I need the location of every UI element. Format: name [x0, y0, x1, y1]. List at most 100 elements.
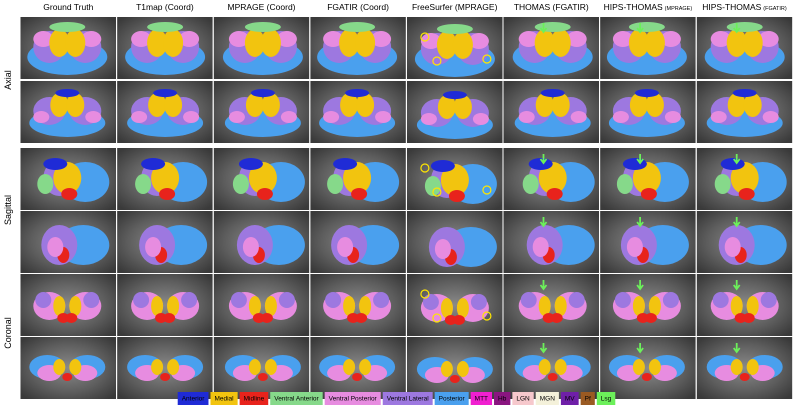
segment — [55, 89, 80, 97]
mri-tile — [696, 274, 793, 336]
legend-swatch — [382, 392, 433, 405]
annotation-circle — [420, 32, 430, 42]
segment — [648, 296, 661, 316]
segment — [632, 296, 645, 316]
tile-content — [600, 274, 696, 336]
tile-content — [310, 81, 406, 143]
legend-label: MTT — [475, 396, 488, 403]
segment — [554, 359, 567, 375]
mri-tile — [20, 81, 117, 143]
mri-tile — [310, 337, 406, 399]
annotation-arrow — [636, 23, 644, 34]
mri-tile — [213, 211, 310, 273]
tile-content — [503, 337, 600, 399]
segment — [452, 31, 473, 59]
segment — [33, 111, 50, 123]
mri-tile — [20, 148, 117, 210]
segment — [568, 292, 585, 308]
segment — [746, 296, 759, 316]
legend-swatch — [535, 392, 559, 405]
segment — [551, 93, 570, 117]
segment — [746, 359, 759, 375]
segment — [148, 93, 167, 117]
segment — [355, 29, 376, 57]
annotation-circle — [432, 56, 442, 66]
segment — [260, 313, 273, 323]
mri-tile — [213, 337, 310, 399]
segment — [742, 313, 755, 323]
tile-content — [406, 337, 503, 399]
segment — [612, 31, 633, 47]
segment — [726, 29, 747, 57]
segment — [632, 162, 661, 194]
segment — [644, 313, 657, 323]
tile-content — [20, 337, 117, 399]
segment — [260, 29, 281, 57]
segment — [135, 174, 152, 194]
tile-content — [117, 274, 213, 336]
legend-item: Ventral Posterior — [324, 392, 381, 405]
segment — [436, 31, 457, 59]
segment — [535, 93, 554, 117]
segment — [420, 33, 441, 49]
segment — [238, 158, 263, 170]
segment — [153, 89, 178, 97]
tile-content — [117, 148, 213, 210]
tile-content — [503, 274, 600, 336]
mri-tile — [696, 337, 793, 399]
segment — [371, 31, 392, 47]
tile-content — [310, 17, 406, 79]
mri-tile — [117, 81, 213, 143]
segment — [730, 359, 743, 375]
segment — [47, 237, 64, 257]
legend-swatch — [177, 392, 209, 405]
segment — [456, 298, 469, 318]
header-main: HIPS-THOMAS — [702, 2, 761, 12]
segment — [522, 174, 539, 194]
segment — [131, 31, 152, 47]
segment — [147, 29, 168, 57]
mri-tile — [213, 81, 310, 143]
segment — [660, 31, 681, 47]
segment — [183, 111, 200, 123]
mri-tile — [600, 337, 696, 399]
column-header: HIPS-THOMAS (FGATIR) — [702, 2, 787, 12]
segment — [248, 296, 261, 316]
segment — [228, 31, 249, 47]
segment — [159, 188, 176, 200]
segment — [248, 162, 277, 194]
segment — [724, 237, 741, 257]
legend-swatch — [210, 392, 238, 405]
segment — [422, 294, 439, 310]
segment — [81, 31, 102, 47]
mri-tile — [406, 337, 503, 399]
segment — [343, 296, 356, 316]
legend-swatch — [580, 392, 595, 405]
segment — [163, 313, 176, 323]
legend-label: Midline — [244, 396, 265, 403]
segment — [244, 29, 265, 57]
tile-content — [117, 17, 213, 79]
view-label: Axial — [3, 70, 13, 90]
tile-content — [117, 337, 213, 399]
legend-item: Ventral Anterior — [270, 392, 323, 405]
annotation-arrow — [539, 154, 548, 165]
legend-label: Posterior — [439, 396, 466, 403]
mri-tile — [117, 17, 213, 79]
segment — [50, 93, 69, 117]
segment — [738, 188, 755, 200]
segment — [333, 158, 358, 170]
tile-content — [310, 274, 406, 336]
tile-content — [696, 337, 793, 399]
header-sub: (FGATIR) — [763, 6, 787, 12]
segment — [648, 359, 661, 375]
segment — [612, 111, 629, 123]
legend-label: Ventral Posterior — [329, 396, 378, 403]
annotation-circle — [432, 187, 442, 197]
segment — [345, 89, 370, 97]
segment — [167, 296, 180, 316]
legend-item: Posterior — [434, 392, 469, 405]
segment — [179, 31, 200, 47]
legend-swatch — [512, 392, 534, 405]
segment — [151, 162, 180, 194]
